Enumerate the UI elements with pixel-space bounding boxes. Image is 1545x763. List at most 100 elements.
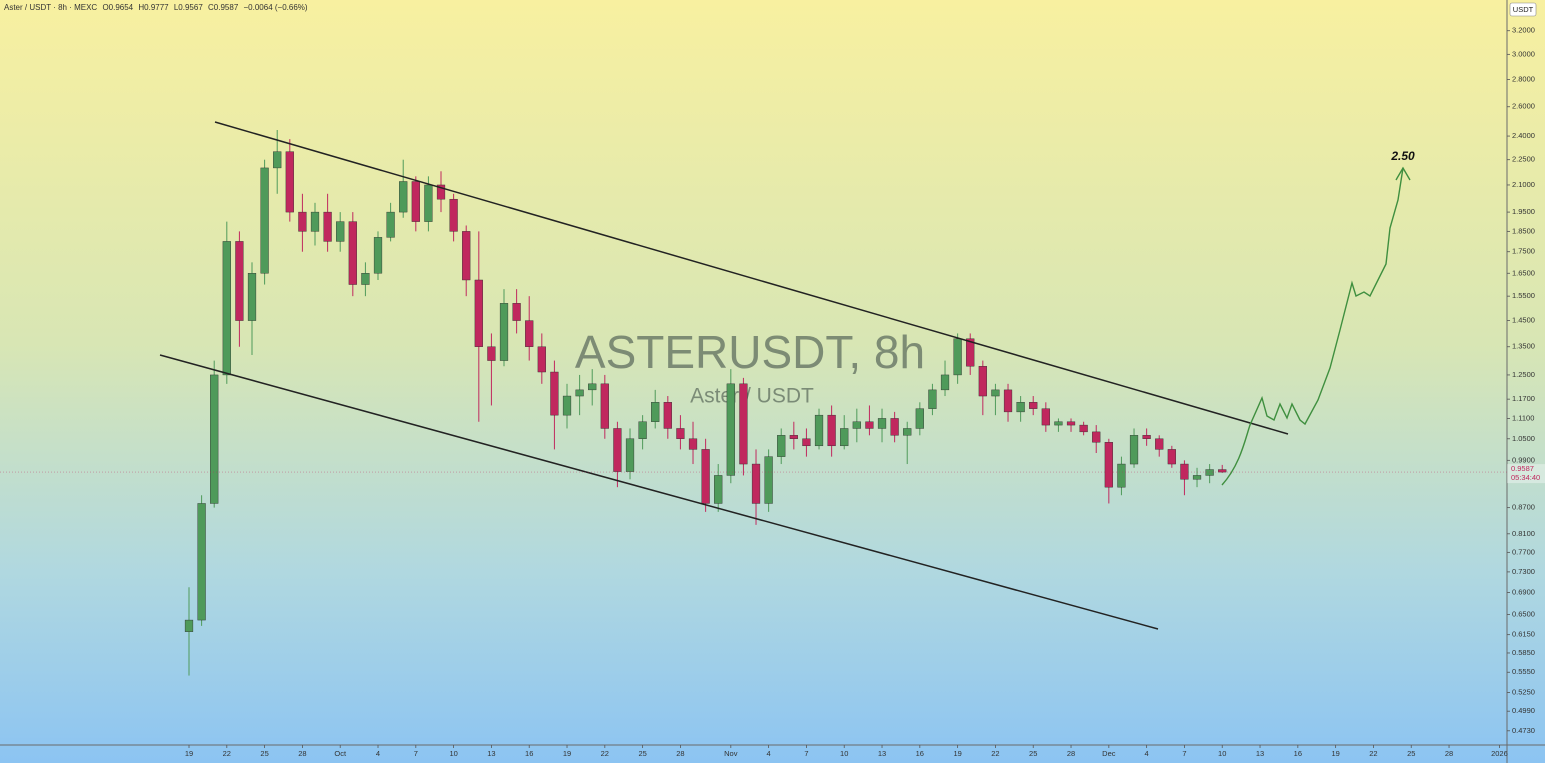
- x-tick-label: 28: [676, 749, 684, 758]
- candle-body: [1192, 475, 1202, 480]
- candle-body: [1104, 442, 1113, 488]
- candle-body: [877, 418, 887, 429]
- x-tick-label: 25: [1029, 749, 1037, 758]
- candle-body: [991, 389, 1000, 397]
- y-tick-label: 2.1000: [1512, 180, 1535, 189]
- projection-path: [1221, 167, 1404, 486]
- countdown: 05:34:40: [1511, 473, 1540, 482]
- candle-body: [323, 211, 332, 242]
- header: Aster / USDT · 8h · MEXC O0.9654 H0.9777…: [4, 3, 308, 12]
- y-tick-label: 2.4000: [1512, 131, 1535, 140]
- candle-body: [424, 184, 433, 222]
- currency-box[interactable]: [1509, 2, 1537, 17]
- x-tick-label: Oct: [334, 749, 347, 758]
- candle-body: [235, 241, 244, 321]
- y-tick-label: 3.2000: [1512, 26, 1535, 35]
- y-tick-label: 0.8100: [1512, 529, 1535, 538]
- y-tick-label: 2.8000: [1512, 75, 1535, 84]
- y-tick-label: 1.1700: [1512, 394, 1535, 403]
- candle-body: [940, 374, 950, 391]
- candle-body: [273, 151, 282, 169]
- candle-body: [386, 211, 395, 238]
- x-tick-label: 28: [1445, 749, 1453, 758]
- candle-body: [1180, 463, 1189, 480]
- candle-body: [210, 374, 219, 504]
- x-tick-label: 22: [1369, 749, 1377, 758]
- x-tick-label: 10: [1218, 749, 1226, 758]
- candle-body: [600, 383, 609, 429]
- candle-body: [814, 414, 824, 447]
- x-tick-label: Dec: [1102, 749, 1116, 758]
- open-label: O0.9654: [102, 3, 133, 12]
- y-tick-label: 1.5500: [1512, 291, 1535, 300]
- y-tick-label: 1.7500: [1512, 247, 1535, 256]
- y-tick-label: 0.6500: [1512, 609, 1535, 618]
- candle-body: [714, 475, 723, 504]
- candle-body: [247, 273, 257, 321]
- y-tick-label: 1.3500: [1512, 342, 1535, 351]
- target-annotation: 2.50: [1390, 149, 1415, 163]
- candle-body: [462, 231, 471, 281]
- candle-body: [852, 421, 861, 429]
- y-tick-label: 0.9900: [1512, 455, 1535, 464]
- x-tick-label: 16: [525, 749, 533, 758]
- y-tick-label: 2.6000: [1512, 102, 1535, 111]
- candle-body: [562, 395, 572, 416]
- x-tick-label: 2026: [1491, 749, 1508, 758]
- x-tick-label: 22: [601, 749, 609, 758]
- x-tick-label: 10: [840, 749, 848, 758]
- x-tick-label: 25: [1407, 749, 1415, 758]
- candle-body: [310, 211, 320, 232]
- upper-trendline: [214, 121, 1289, 435]
- candle-body: [625, 438, 635, 472]
- candle-body: [890, 418, 899, 436]
- y-tick-label: 3.0000: [1512, 49, 1535, 58]
- candle-body: [436, 184, 446, 200]
- y-tick-label: 0.7300: [1512, 567, 1535, 576]
- y-tick-label: 1.1100: [1512, 413, 1534, 422]
- candle-body: [373, 237, 383, 274]
- candle-body: [298, 211, 307, 232]
- candle-body: [966, 338, 975, 367]
- candle-body: [928, 389, 937, 409]
- x-tick-label: 13: [878, 749, 886, 758]
- candle-body: [184, 619, 194, 632]
- y-tick-label: 0.5550: [1512, 667, 1535, 676]
- x-tick-label: 22: [223, 749, 231, 758]
- candle-body: [336, 221, 345, 242]
- candle-body: [663, 402, 672, 429]
- close-label: C0.9587: [208, 3, 239, 12]
- candle-body: [537, 346, 546, 373]
- x-tick-label: 7: [1182, 749, 1186, 758]
- last-price-label: 0.9587: [1511, 464, 1534, 473]
- y-tick-label: 0.5250: [1512, 688, 1535, 697]
- x-tick-label: Nov: [724, 749, 738, 758]
- symbol: Aster / USDT · 8h · MEXC: [4, 3, 97, 12]
- x-tick-label: 19: [563, 749, 571, 758]
- y-tick-label: 1.8500: [1512, 226, 1535, 235]
- candle-body: [1117, 463, 1126, 488]
- candle-body: [638, 421, 647, 439]
- candle-body: [1054, 421, 1063, 426]
- candle-body: [701, 449, 710, 504]
- y-tick-label: 0.8700: [1512, 503, 1535, 512]
- candle-body: [222, 241, 231, 376]
- candle-body: [449, 198, 458, 232]
- watermark: ASTERUSDT, 8h: [575, 326, 925, 378]
- high-label: H0.9777: [138, 3, 169, 12]
- currency[interactable]: USDT: [1513, 5, 1534, 14]
- projection-arrow: [1395, 166, 1411, 181]
- candle-body: [915, 408, 924, 429]
- candle-body: [726, 383, 735, 476]
- candle-body: [399, 181, 408, 213]
- plot: [184, 130, 1227, 676]
- candle-body: [361, 273, 370, 285]
- x-tick-label: 4: [376, 749, 380, 758]
- candle-body: [575, 389, 584, 397]
- lower-trendline: [159, 354, 1159, 630]
- candle-body: [1041, 408, 1050, 426]
- candle-body: [789, 435, 798, 439]
- x-tick-label: 4: [767, 749, 771, 758]
- y-tick-label: 2.2500: [1512, 155, 1535, 164]
